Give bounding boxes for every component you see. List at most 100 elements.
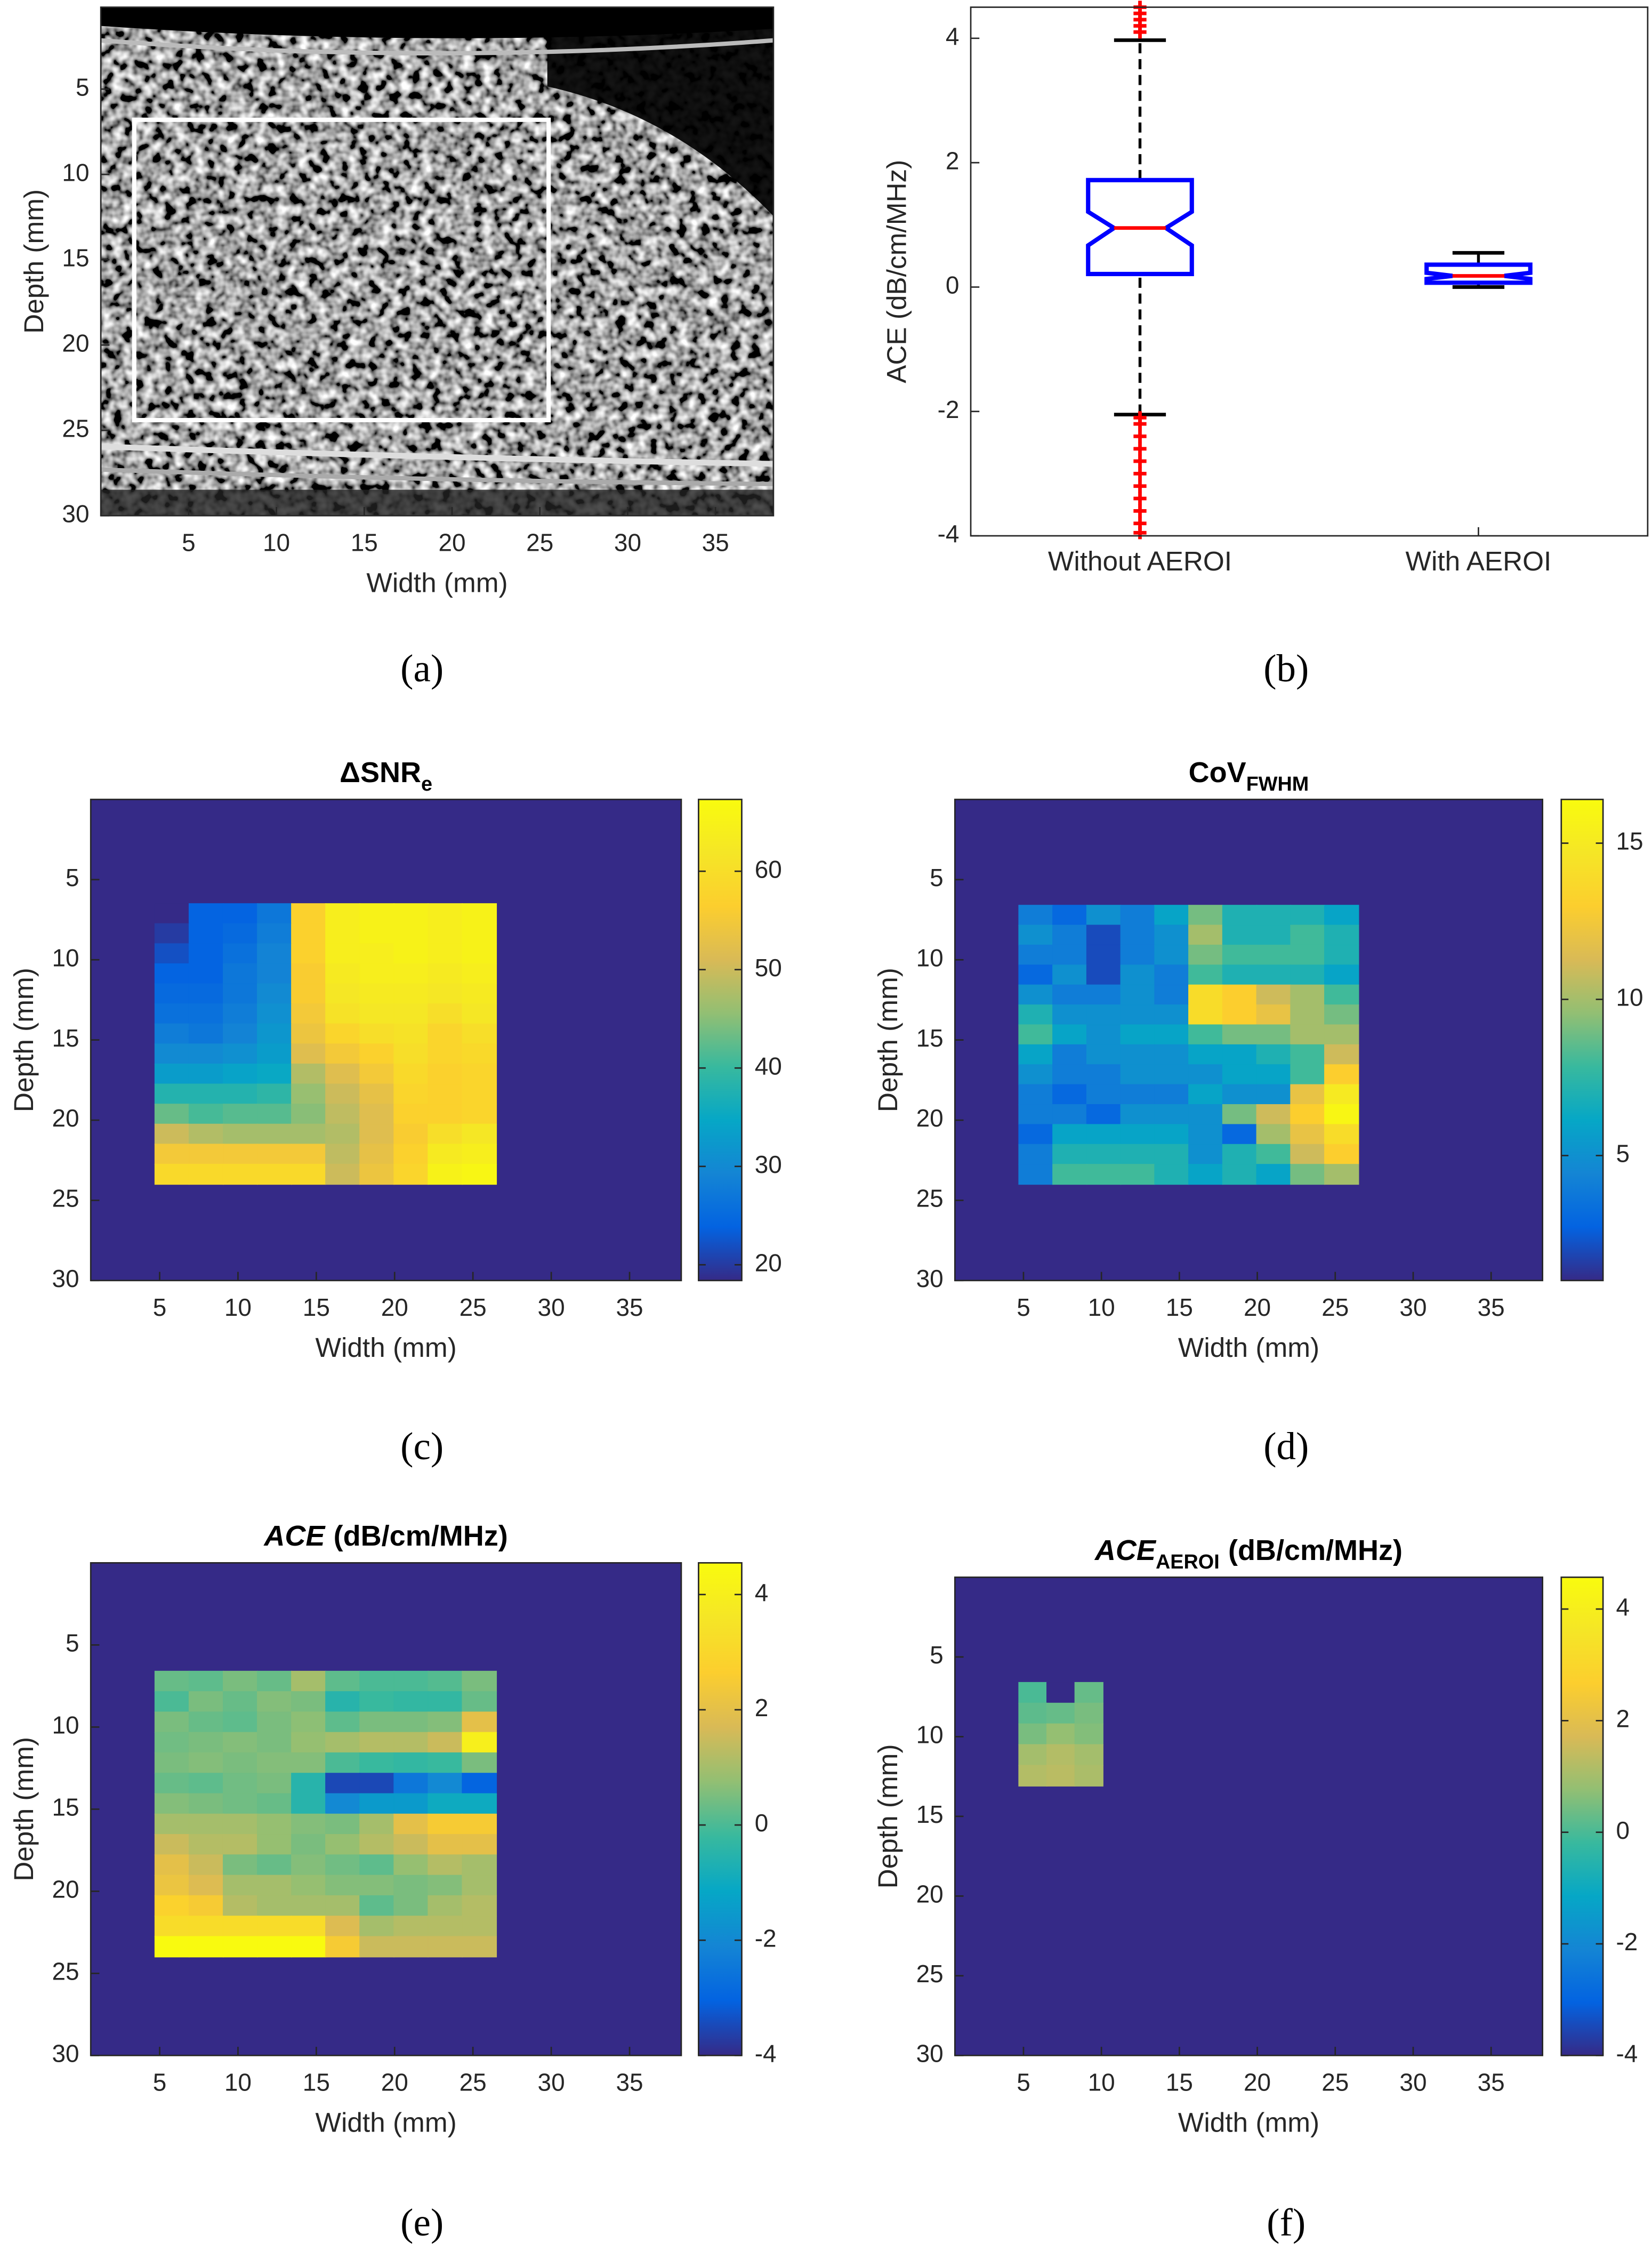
heatmap-cell [257, 983, 292, 1004]
x-tick-label: 35 [616, 2069, 643, 2096]
heatmap-cell [1256, 1084, 1291, 1105]
heatmap-cell [1018, 1124, 1053, 1145]
heatmap-cell [222, 943, 258, 964]
heatmap-cell [325, 1063, 360, 1085]
heatmap-cell [188, 903, 224, 924]
heatmap-cell [1222, 1124, 1258, 1145]
heatmap-cell [428, 1936, 463, 1958]
heatmap-cell [428, 1813, 463, 1835]
heatmap-cell [154, 1916, 190, 1937]
heatmap-cell [1046, 1744, 1076, 1766]
colorbar-tick-label: 4 [755, 1579, 769, 1606]
heatmap-cell [359, 1773, 394, 1795]
heatmap-cell [1290, 1004, 1325, 1026]
heatmap-cell [154, 1936, 190, 1958]
heatmap-cell [393, 1163, 429, 1185]
x-tick-label: 25 [460, 2069, 487, 2096]
x-tick-label: 30 [1399, 2069, 1427, 2096]
heatmap-cell [393, 1123, 429, 1145]
heatmap-cell [1256, 984, 1291, 1006]
x-tick-label: 35 [616, 1293, 643, 1321]
heatmap-cell [154, 1104, 190, 1125]
x-tick-label: 20 [438, 528, 465, 556]
heatmap-cell [462, 1752, 497, 1774]
heatmap-cell [257, 1691, 292, 1713]
heatmap-cell [1086, 1004, 1122, 1026]
heatmap-cell [257, 1063, 292, 1085]
heatmap-cell [1046, 1702, 1076, 1725]
heatmap-cell [1074, 1723, 1103, 1746]
heatmap-cell [1154, 984, 1189, 1006]
title-subscript: FWHM [1246, 773, 1309, 795]
heatmap-cell [359, 1104, 394, 1125]
heatmap-cell [428, 1104, 463, 1125]
heatmap-cell [222, 1875, 258, 1896]
heatmap-cell [1086, 1164, 1122, 1185]
heatmap-cell [1256, 1004, 1291, 1026]
title-subscript: e [421, 773, 432, 795]
colorbar-tick-label: -4 [755, 2039, 777, 2067]
heatmap-cell [1256, 1104, 1291, 1125]
heatmap-cell [1256, 905, 1291, 926]
colorbar-tick-label: 20 [755, 1249, 782, 1276]
heatmap-cell [154, 1144, 190, 1165]
heatmap-cell [1052, 1144, 1087, 1165]
heatmap-cell [1188, 1104, 1223, 1125]
heatmap-cell [393, 1144, 429, 1165]
x-tick-label: 20 [1244, 2069, 1271, 2096]
heatmap-cell [291, 1063, 326, 1085]
heatmap-cell [1120, 1044, 1155, 1065]
heatmap-cell [154, 1670, 190, 1692]
heatmap-cell [222, 1163, 258, 1185]
heatmap-cell [462, 1793, 497, 1815]
x-tick-label: 5 [1017, 1293, 1030, 1321]
heatmap-cell [462, 1916, 497, 1937]
heatmap-cell [1290, 1124, 1325, 1145]
x-tick-label: 35 [1478, 1293, 1505, 1321]
heatmap-cell [1256, 1144, 1291, 1165]
heatmap-cell [1324, 1104, 1359, 1125]
y-tick-label: 30 [916, 2039, 944, 2067]
heatmap-cell [291, 1144, 326, 1165]
heatmap-cell [393, 1063, 429, 1085]
heatmap-cell [1086, 924, 1122, 946]
heatmap-cell [1120, 1124, 1155, 1145]
x-tick-label: 30 [1399, 1293, 1427, 1321]
x-tick-label: 10 [1088, 1293, 1115, 1321]
heatmap-cell [222, 1793, 258, 1815]
heatmap-cell [257, 1834, 292, 1855]
heatmap-cell [257, 923, 292, 944]
heatmap-cell [462, 1043, 497, 1065]
y-tick-label: 5 [930, 1641, 944, 1669]
heatmap-cell [1290, 984, 1325, 1006]
x-tick-label: 25 [526, 528, 553, 556]
heatmap-cell [154, 963, 190, 985]
x-tick-label: 25 [1321, 1293, 1349, 1321]
heatmap-cell [188, 1163, 224, 1185]
heatmap-cell [428, 1895, 463, 1917]
y-tick-label: 15 [916, 1024, 944, 1052]
heatmap-cell [325, 1854, 360, 1876]
y-axis-label: ACE (dB/cm/MHz) [881, 160, 912, 383]
heatmap-cell [1154, 1144, 1189, 1165]
heatmap-cell [1018, 1164, 1053, 1185]
heatmap-cell [462, 1875, 497, 1896]
heatmap-cell [359, 1793, 394, 1815]
heatmap-cell [325, 1104, 360, 1125]
heatmap-cell [222, 1895, 258, 1917]
heatmap-cell [428, 1083, 463, 1105]
heatmap-cell [188, 1752, 224, 1774]
heatmap-cell [1086, 1084, 1122, 1105]
heatmap-cell [291, 1854, 326, 1876]
y-tick-label: -4 [938, 520, 960, 548]
heatmap-cell [1018, 924, 1053, 946]
heatmap-cell [359, 1144, 394, 1165]
heatmap-cell [222, 1043, 258, 1065]
x-tick-label: 35 [1478, 2069, 1505, 2096]
caption: (a) [400, 647, 444, 690]
heatmap-cell [359, 1083, 394, 1105]
outlier [1133, 417, 1147, 431]
heatmap-cell [222, 1691, 258, 1713]
heatmap-cell [1256, 944, 1291, 966]
heatmap-cell [1324, 1164, 1359, 1185]
